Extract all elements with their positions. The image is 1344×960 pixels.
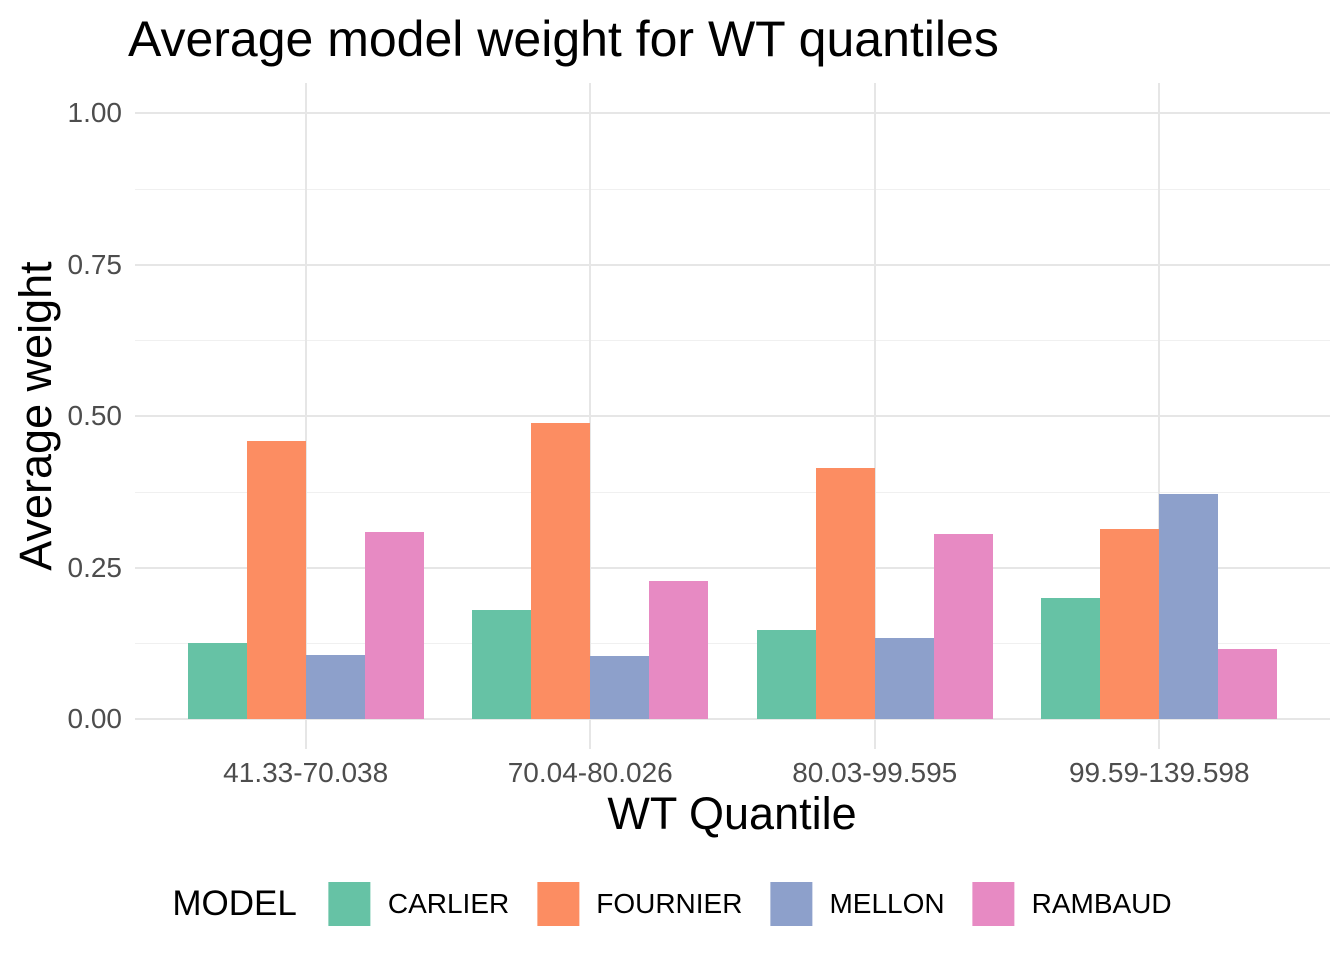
- legend: MODEL CARLIER FOURNIER MELLON RAMBAUD: [172, 882, 1172, 926]
- gridline-major-horizontal: [135, 718, 1330, 720]
- legend-swatch-rambaud: [972, 882, 1015, 926]
- x-tick-label: 99.59-139.598: [1068, 757, 1250, 788]
- gridline-major-vertical: [589, 83, 592, 749]
- gridline-major-vertical: [873, 83, 876, 749]
- bar-carlier-group1: [187, 642, 247, 719]
- gridline-major-vertical: [1158, 83, 1161, 749]
- gridline-major-horizontal: [135, 415, 1330, 417]
- legend-label: RAMBAUD: [1031, 888, 1172, 919]
- bar-rambaud-group4: [1218, 648, 1278, 719]
- y-tick-label: 0.50: [67, 400, 123, 431]
- gridline-major-horizontal: [135, 112, 1330, 114]
- y-tick-label: 0.25: [67, 551, 123, 583]
- legend-swatch-fournier: [537, 882, 580, 926]
- bar-rambaud-group2: [649, 581, 709, 719]
- x-tick-label: 41.33-70.038: [223, 757, 389, 788]
- legend-item-rambaud: RAMBAUD: [972, 882, 1172, 926]
- chart-title: Average model weight for WT quantiles: [128, 11, 999, 67]
- bar-carlier-group3: [756, 629, 816, 719]
- x-axis-title: WT Quantile: [607, 788, 857, 839]
- bar-mellon-group3: [874, 638, 934, 719]
- legend-item-mellon: MELLON: [770, 882, 945, 926]
- y-tick-label: 0.00: [67, 703, 123, 734]
- bar-mellon-group2: [590, 655, 650, 719]
- bar-rambaud-group1: [364, 531, 424, 719]
- legend-swatch-mellon: [770, 882, 813, 926]
- legend-label: CARLIER: [387, 888, 510, 919]
- bar-fournier-group1: [246, 440, 306, 719]
- bar-fournier-group3: [815, 468, 875, 719]
- plot-panel: [135, 83, 1330, 749]
- gridline-minor-horizontal: [135, 340, 1330, 342]
- x-tick-label: 70.04-80.026: [507, 757, 673, 788]
- bar-carlier-group4: [1041, 597, 1101, 719]
- gridline-major-horizontal: [135, 263, 1330, 266]
- bar-fournier-group2: [531, 422, 591, 719]
- y-tick-label: 1.00: [67, 97, 123, 128]
- legend-title: MODEL: [172, 884, 297, 923]
- legend-label: FOURNIER: [596, 888, 743, 919]
- bar-rambaud-group3: [933, 534, 993, 719]
- bar-mellon-group4: [1159, 494, 1219, 719]
- gridline-major-vertical: [304, 83, 307, 749]
- gridline-major-horizontal: [135, 566, 1330, 569]
- legend-item-fournier: FOURNIER: [537, 882, 742, 926]
- legend-item-carlier: CARLIER: [328, 882, 510, 926]
- bar-fournier-group4: [1100, 528, 1160, 719]
- gridline-minor-horizontal: [135, 188, 1330, 190]
- gridline-minor-horizontal: [135, 643, 1330, 645]
- gridline-minor-horizontal: [135, 491, 1330, 493]
- bar-mellon-group1: [305, 654, 365, 719]
- legend-label: MELLON: [829, 888, 945, 919]
- bar-carlier-group2: [472, 609, 532, 719]
- x-tick-label: 80.03-99.595: [792, 757, 958, 788]
- y-tick-label: 0.75: [67, 248, 123, 280]
- legend-swatch-carlier: [328, 882, 371, 926]
